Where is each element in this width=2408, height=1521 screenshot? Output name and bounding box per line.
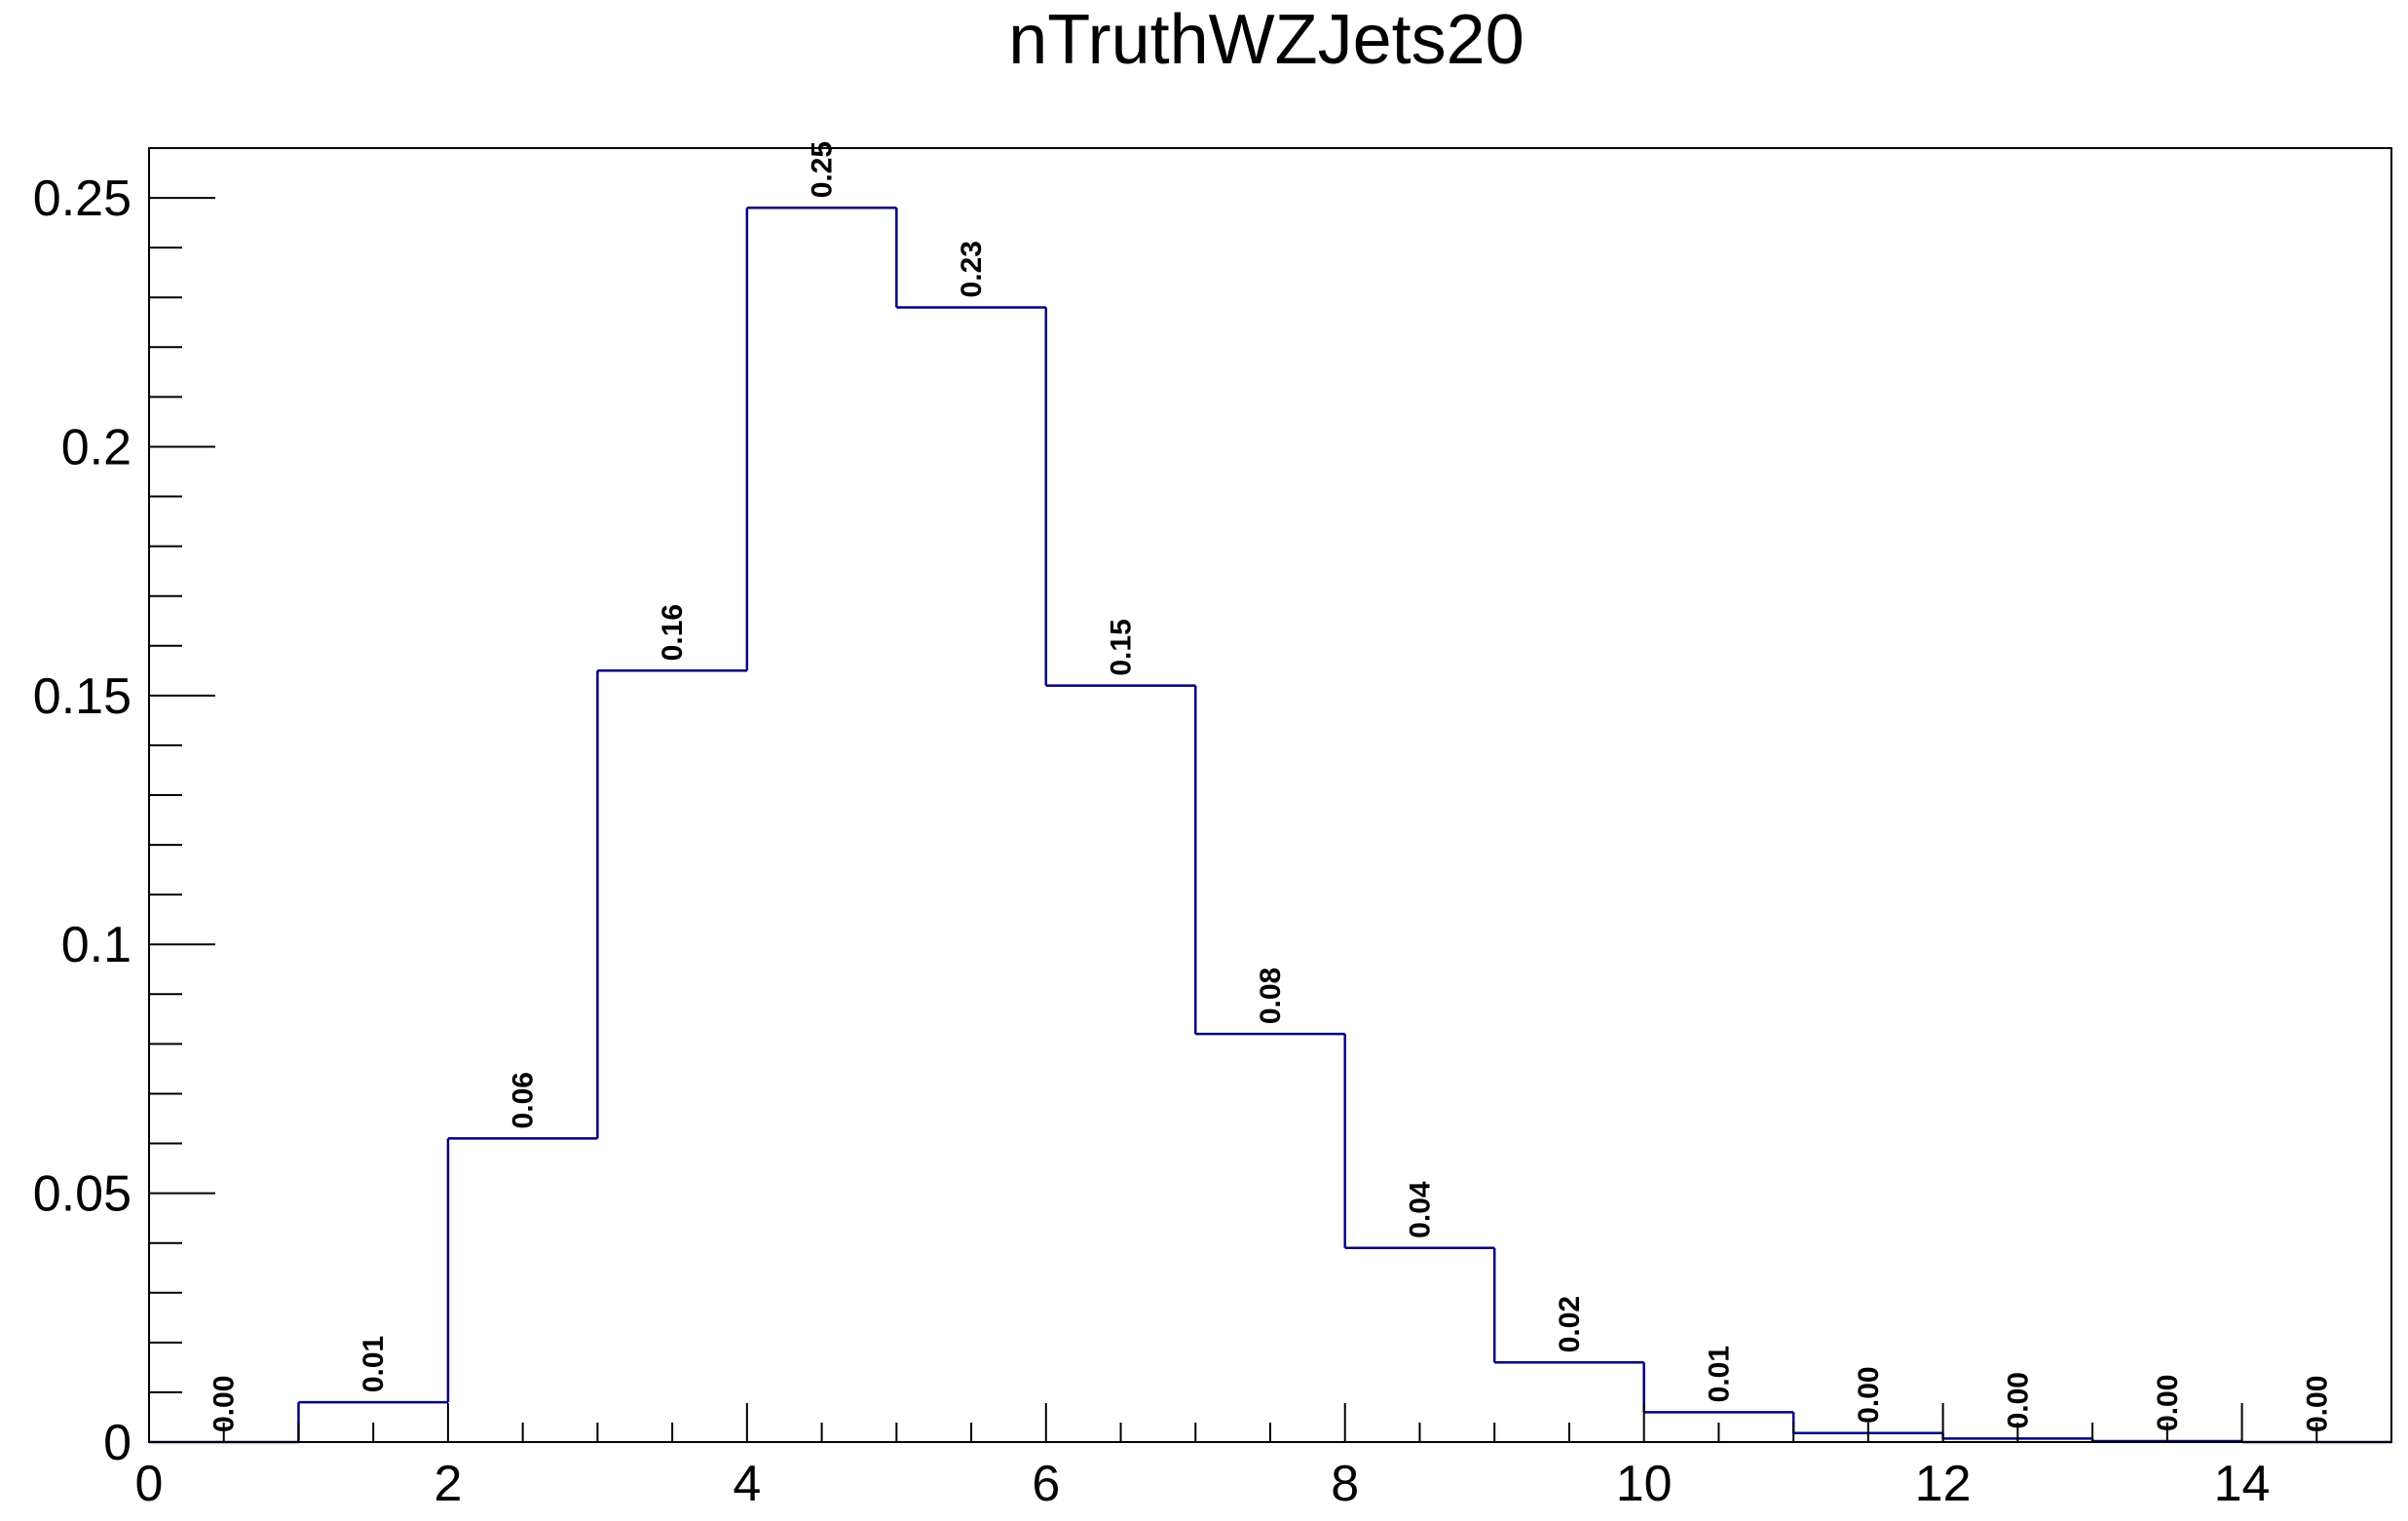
axes: 0 2 4 6 8 10 12 14 0 0.05 0.1 0.15 0.2 0.25 [33,147,2392,1512]
y-tick-label: 0.1 [61,917,132,973]
x-tick-label: 10 [1616,1456,1673,1512]
x-tick-label: 6 [1032,1456,1060,1512]
x-tick-label: 0 [135,1456,164,1512]
bin-value-label: 0.02 [1554,1296,1586,1352]
bin-value-label: 0.25 [807,141,839,198]
bin-value-label: 0.01 [1703,1346,1735,1402]
x-tick-label: 14 [2214,1456,2271,1512]
y-tick-label: 0.15 [33,668,132,725]
bin-value-label: 0.16 [657,604,689,661]
chart-title: nTruthWZJets20 [1008,1,1524,79]
bin-value-label: 0.08 [1255,968,1287,1024]
x-tick-label: 8 [1331,1456,1359,1512]
histogram-bins [149,207,2391,1444]
bin-value-label: 0.04 [1404,1181,1436,1238]
bin-value-label: 0.01 [357,1336,390,1392]
bin-value-label: 0.00 [2002,1372,2034,1428]
bin-value-labels: 0.00 0.01 0.06 0.16 0.25 0.23 0.15 0.08 0.04 0.02… [208,141,2334,1432]
x-tick-label: 12 [1915,1456,1972,1512]
x-tick-label: 2 [433,1456,462,1512]
y-tick-label: 0.05 [33,1166,132,1223]
bin-value-label: 0.00 [2152,1375,2184,1431]
bin-value-label: 0.15 [1106,619,1138,675]
bin-value-label: 0.23 [956,241,988,297]
y-tick-label: 0.25 [33,171,132,227]
y-tick-label: 0 [103,1415,132,1471]
y-tick-label: 0.2 [61,419,132,475]
bin-value-label: 0.00 [1853,1366,1885,1423]
plot-frame [148,147,2392,1443]
bin-value-label: 0.06 [508,1072,540,1128]
x-tick-label: 4 [733,1456,761,1512]
